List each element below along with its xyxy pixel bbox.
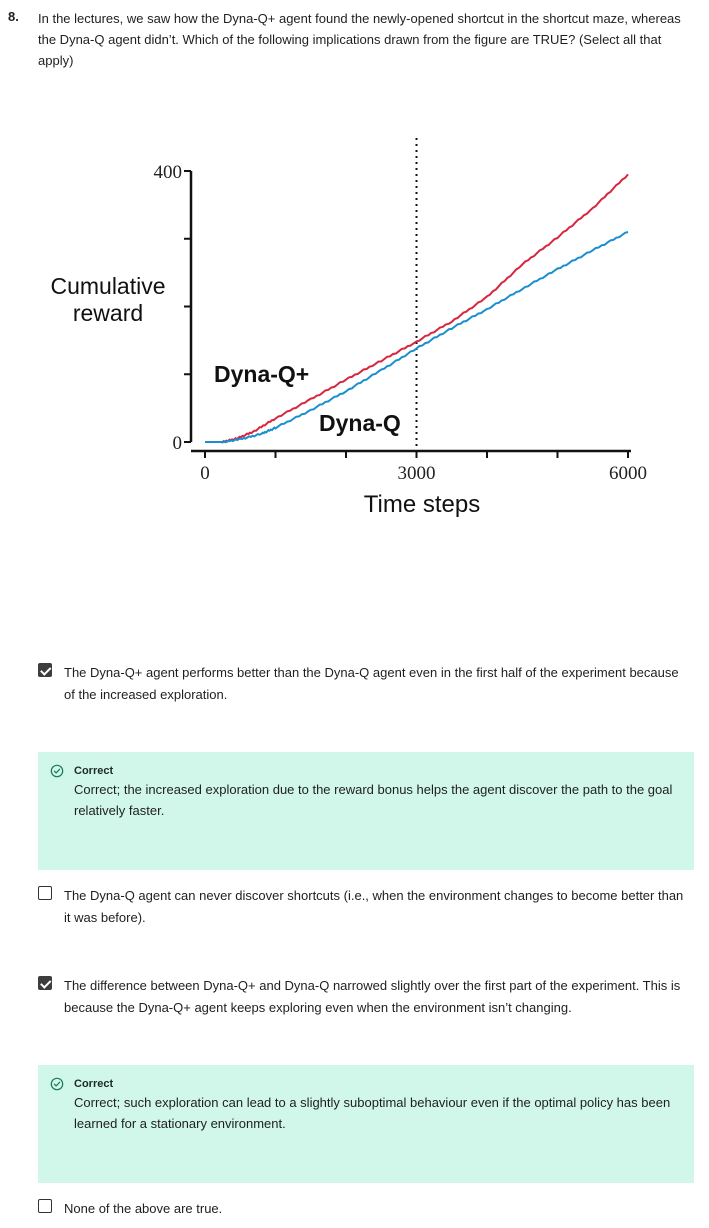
- option-2[interactable]: The Dyna-Q agent can never discover shor…: [38, 885, 688, 929]
- series-labels: Dyna-Q+ Dyna-Q: [214, 361, 401, 436]
- y-tick-label: 0: [173, 433, 183, 454]
- option-4-text: None of the above are true.: [64, 1201, 223, 1216]
- y-tick-label: 400: [154, 162, 183, 183]
- feedback-status: Correct: [74, 765, 114, 777]
- checkbox-option-4[interactable]: [38, 1199, 52, 1213]
- tick-labels: 400 00 3000 6000: [154, 162, 648, 484]
- option-1-text: The Dyna-Q+ agent performs better than t…: [64, 665, 679, 702]
- option-4[interactable]: None of the above are true.: [38, 1198, 688, 1220]
- feedback-correct-2: Correct Correct; such exploration can le…: [38, 1065, 694, 1183]
- axes: [184, 138, 631, 458]
- y-axis-label-line-2: reward: [73, 300, 143, 326]
- option-2-text: The Dyna-Q agent can never discover shor…: [64, 888, 684, 925]
- series-label-dyna-q: Dyna-Q: [319, 410, 401, 436]
- check-circle-icon: [50, 1077, 64, 1091]
- feedback-correct-1: Correct Correct; the increased explorati…: [38, 752, 694, 870]
- checkbox-option-3[interactable]: [38, 976, 52, 990]
- y-axis-label: Cumulative reward: [50, 273, 165, 326]
- checkbox-option-2[interactable]: [38, 886, 52, 900]
- x-tick-label: 6000: [609, 463, 647, 484]
- option-3-text: The difference between Dyna-Q+ and Dyna-…: [64, 978, 681, 1015]
- cumulative-reward-chart: Cumulative reward 400 00 3000 6000 Time ste…: [50, 138, 648, 518]
- option-3[interactable]: The difference between Dyna-Q+ and Dyna-…: [38, 975, 688, 1019]
- series-line-dyna-q-: [205, 173, 629, 444]
- option-1[interactable]: The Dyna-Q+ agent performs better than t…: [38, 662, 688, 706]
- series-label-dyna-q-plus: Dyna-Q+: [214, 361, 309, 387]
- series-layer: [205, 173, 629, 444]
- feedback-text: Correct; the increased exploration due t…: [74, 782, 673, 818]
- question-number: 8.: [8, 9, 19, 24]
- x-axis-label: Time steps: [364, 491, 480, 518]
- y-axis-label-line-1: Cumulative: [50, 273, 165, 299]
- question-text: In the lectures, we saw how the Dyna-Q+ …: [38, 11, 681, 68]
- feedback-text: Correct; such exploration can lead to a …: [74, 1095, 671, 1131]
- x-tick-label: 0: [200, 463, 210, 484]
- feedback-status: Correct: [74, 1078, 114, 1090]
- series-line-dyna-q: [205, 231, 629, 444]
- checkbox-option-1[interactable]: [38, 663, 52, 677]
- x-tick-label: 3000: [398, 463, 436, 484]
- check-circle-icon: [50, 764, 64, 778]
